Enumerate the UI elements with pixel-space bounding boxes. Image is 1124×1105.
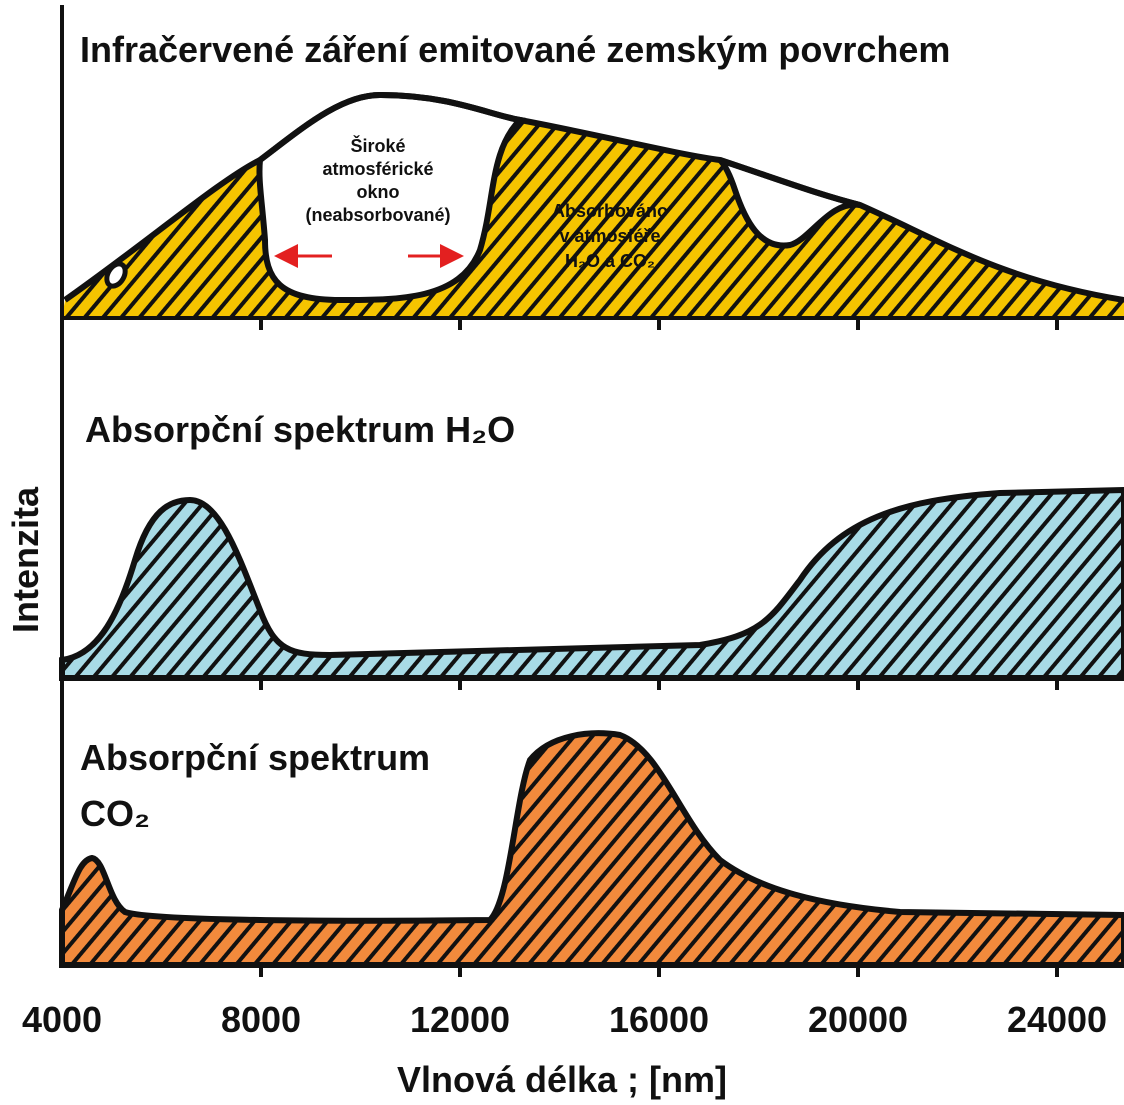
h2o-spectrum	[59, 486, 1124, 681]
title: CO₂	[80, 793, 150, 834]
co2-spectrum	[59, 730, 1124, 968]
x-axis-label: Vlnová délka ; [nm]	[397, 1059, 727, 1100]
title: Absorpční spektrum	[80, 737, 430, 778]
y-axis-label: Intenzita	[5, 486, 46, 633]
absorbed-label: Absorbováno	[552, 201, 668, 221]
x-tick-label: 4000	[22, 999, 102, 1040]
title: Absorpční spektrum H₂O	[85, 409, 515, 450]
absorbed-label: H₂O a CO₂	[565, 251, 655, 271]
x-tick-label: 16000	[609, 999, 709, 1040]
x-tick-label: 8000	[221, 999, 301, 1040]
window-label: okno	[357, 182, 400, 202]
window-label: (neabsorbované)	[305, 205, 450, 225]
x-tick-label: 12000	[410, 999, 510, 1040]
absorbed-label: v atmosféře	[559, 226, 660, 246]
window-label: Široké	[350, 135, 405, 156]
x-tick-label: 20000	[808, 999, 908, 1040]
title: Infračervené záření emitované zemským po…	[80, 29, 950, 70]
x-tick-label: 24000	[1007, 999, 1107, 1040]
window-label: atmosférické	[322, 159, 433, 179]
emission-outline	[63, 91, 1124, 303]
